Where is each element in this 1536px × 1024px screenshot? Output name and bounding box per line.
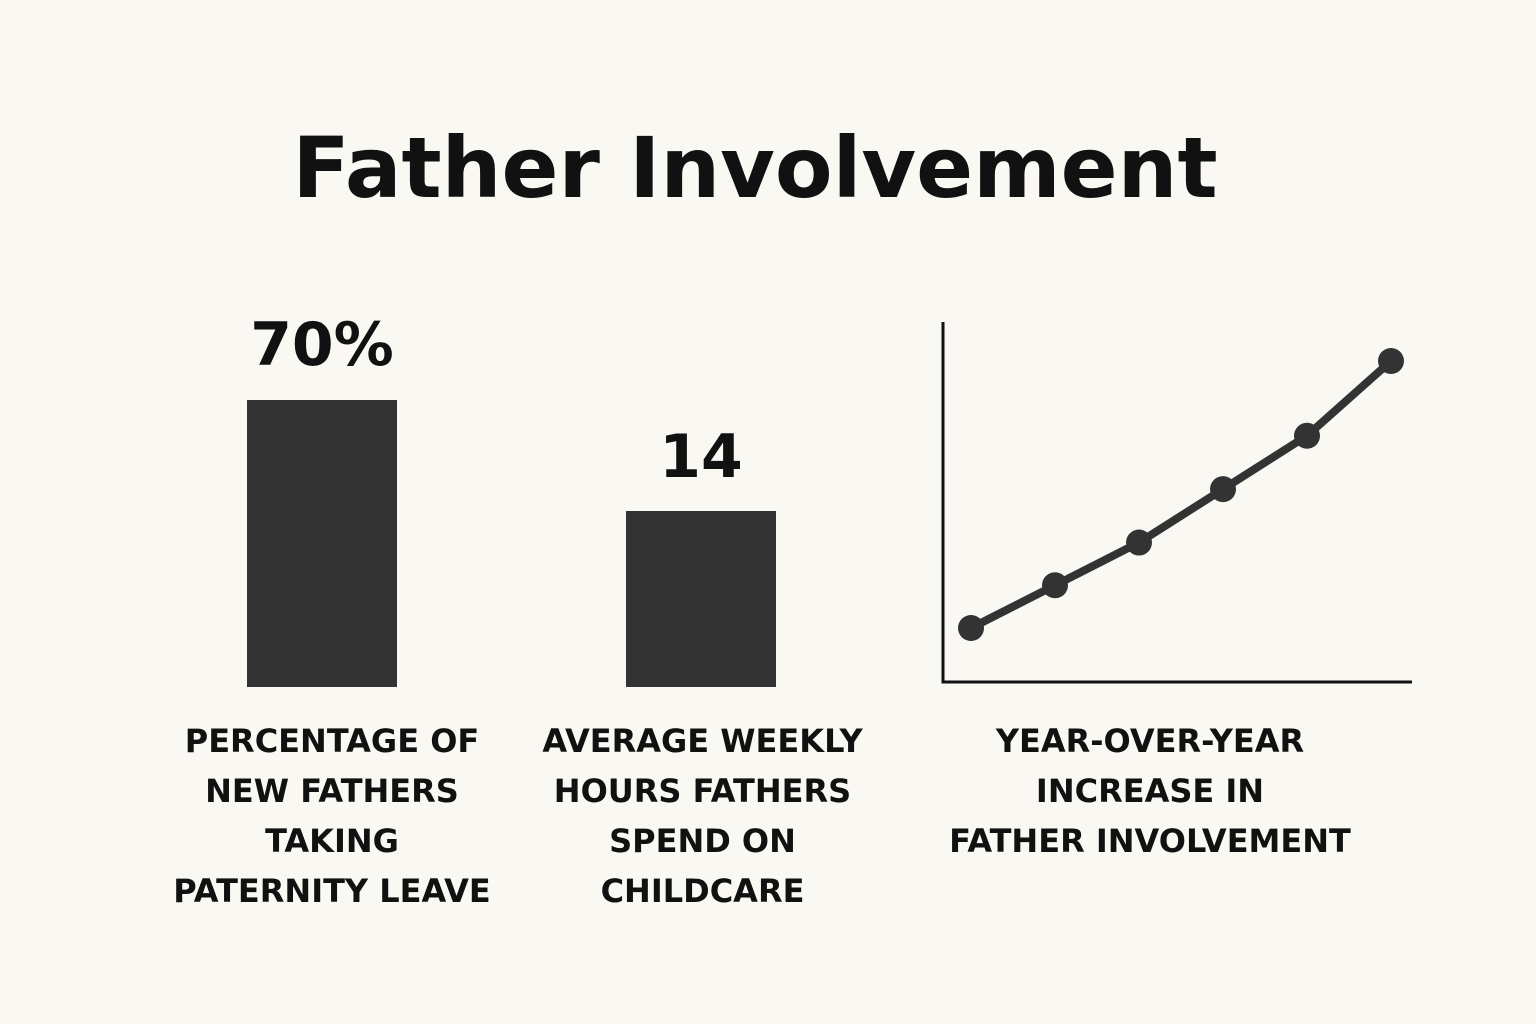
caption-line: PATERNITY LEAVE [173,872,491,910]
trend-point [1210,476,1236,503]
paternity-leave-bar [247,400,397,687]
bar-value-label: 14 [659,422,743,492]
bar-value-label: 70% [250,310,394,380]
caption-line: CHILDCARE [600,872,805,910]
paternity-leave-caption: PERCENTAGE OF NEW FATHERS TAKING PATERNI… [152,716,512,916]
chart-title: Father Involvement [292,119,1218,217]
trend-caption: YEAR-OVER-YEAR INCREASE IN FATHER INVOLV… [940,716,1360,866]
childcare-hours-bar [626,511,776,687]
caption-line: PERCENTAGE OF [184,722,480,760]
trend-line [967,357,1395,632]
caption-line: YEAR-OVER-YEAR [995,722,1305,760]
caption-line: NEW FATHERS [205,772,459,810]
trend-point [1378,348,1404,374]
trend-line-chart [941,322,1412,684]
trend-point [958,615,984,641]
caption-line: INCREASE IN [1035,772,1265,810]
caption-line: FATHER INVOLVEMENT [949,822,1351,860]
caption-line: TAKING [265,822,399,860]
caption-line: AVERAGE WEEKLY [542,722,863,760]
caption-line: SPEND ON [609,822,796,860]
childcare-hours-caption: AVERAGE WEEKLY HOURS FATHERS SPEND ON CH… [520,716,885,916]
trend-point [1042,572,1068,599]
trend-point [1126,529,1152,556]
caption-line: HOURS FATHERS [553,772,852,810]
trend-point [1294,422,1320,449]
